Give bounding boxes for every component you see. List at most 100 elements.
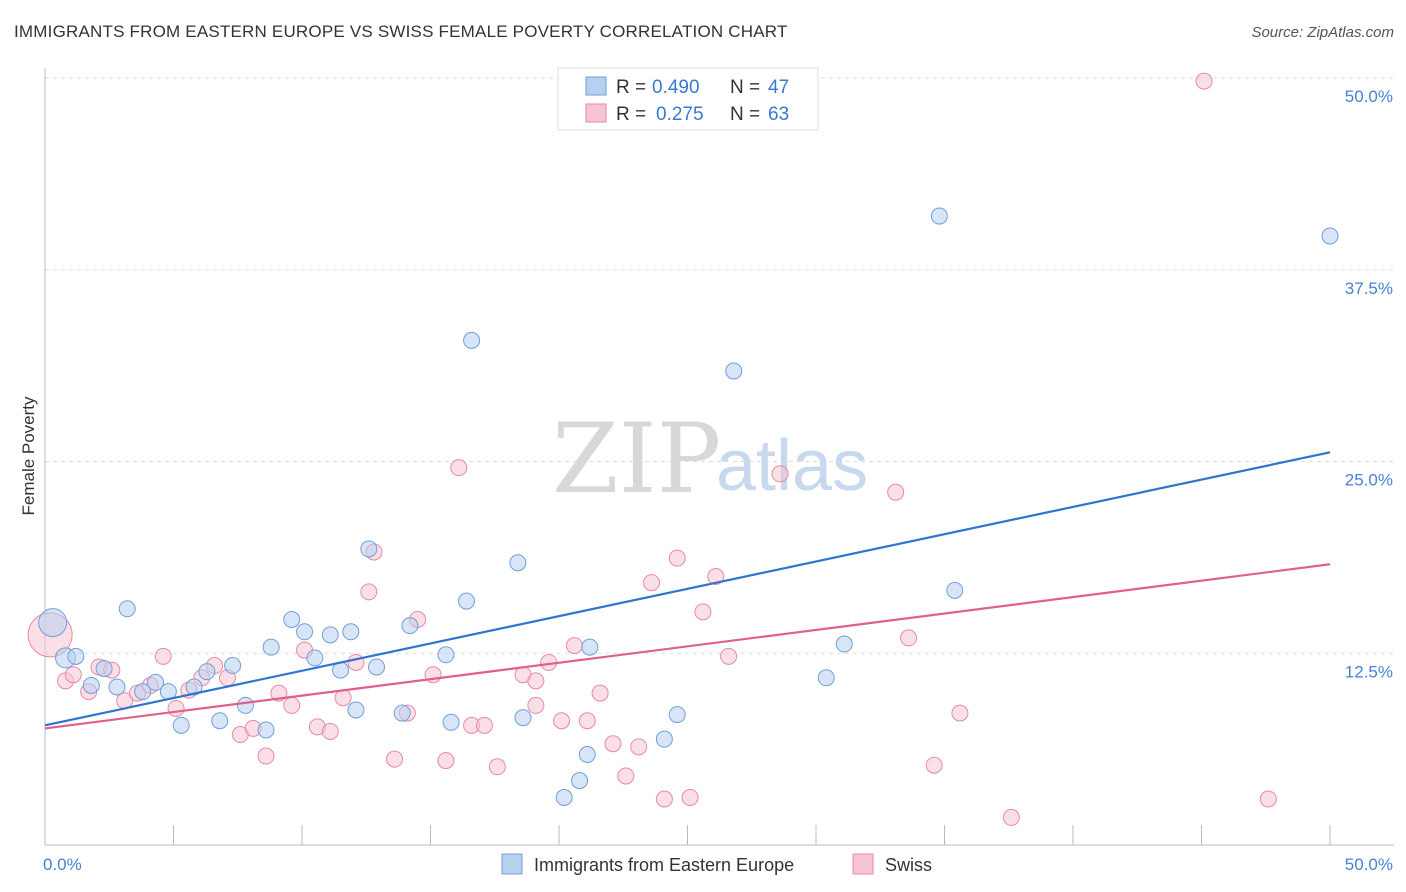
swiss-point: [64, 666, 82, 684]
swiss-point: [720, 647, 738, 665]
legend-n-value-pink: 63: [768, 104, 789, 125]
eastern-europe-point: [118, 600, 136, 618]
eastern-europe-point: [581, 638, 599, 656]
series-legend-swatch-blue: [501, 853, 523, 875]
swiss-point: [527, 696, 545, 714]
swiss-point: [630, 738, 648, 756]
swiss-point: [1195, 72, 1213, 90]
eastern-europe-point: [437, 646, 455, 664]
swiss-point: [154, 647, 172, 665]
y-axis-label: Female Poverty: [19, 396, 38, 516]
eastern-europe-point: [38, 608, 68, 638]
legend-swatch-pink: [585, 103, 607, 123]
eastern-europe-point: [236, 696, 254, 714]
eastern-europe-point: [514, 709, 532, 727]
y-tick-label: 37.5%: [1345, 279, 1393, 298]
y-tick-labels: 12.5% 25.0% 37.5% 50.0%: [1345, 87, 1393, 681]
swiss-point: [257, 747, 275, 765]
eastern-europe-point: [95, 660, 113, 678]
y-tick-label: 25.0%: [1345, 471, 1393, 490]
swiss-point: [707, 568, 725, 586]
eastern-europe-point: [835, 635, 853, 653]
swiss-point: [900, 629, 918, 647]
swiss-point: [475, 716, 493, 734]
eastern-europe-trend-line: [44, 451, 1331, 727]
legend-r-value-pink: 0.275: [656, 104, 704, 125]
swiss-point: [360, 583, 378, 601]
swiss-point: [565, 637, 583, 655]
eastern-europe-point: [401, 617, 419, 635]
eastern-europe-point: [1321, 227, 1339, 245]
eastern-europe-point: [555, 788, 573, 806]
eastern-europe-point: [668, 706, 686, 724]
swiss-point: [591, 684, 609, 702]
eastern-europe-point: [262, 638, 280, 656]
swiss-point: [694, 603, 712, 621]
eastern-europe-point: [571, 772, 589, 790]
source-label: Source: ZipAtlas.com: [1251, 24, 1394, 41]
watermark: ZIP atlas: [552, 403, 868, 515]
y-tick-label: 50.0%: [1345, 87, 1393, 106]
legend-r-value-blue: 0.490: [652, 77, 700, 98]
eastern-europe-point: [134, 683, 152, 701]
watermark-atlas: atlas: [716, 426, 868, 506]
eastern-europe-point: [185, 678, 203, 696]
x-tick-labels: 0.0% 50.0%: [43, 855, 1393, 874]
swiss-point: [617, 767, 635, 785]
eastern-europe-point: [368, 658, 386, 676]
eastern-europe-point: [321, 626, 339, 644]
swiss-point: [386, 750, 404, 768]
stats-legend: R = 0.490 N = 47 R = 0.275 N = 63: [557, 67, 819, 131]
swiss-point: [167, 699, 185, 717]
eastern-europe-point: [457, 592, 475, 610]
legend-n-label-pink: N =: [730, 104, 760, 125]
swiss-point: [283, 696, 301, 714]
series-legend-swatch-pink: [852, 853, 874, 875]
eastern-europe-point: [393, 704, 411, 722]
swiss-point: [437, 752, 455, 770]
swiss-point: [450, 459, 468, 477]
swiss-point: [925, 756, 943, 774]
swiss-point: [553, 712, 571, 730]
eastern-europe-point: [360, 540, 378, 558]
eastern-europe-point: [296, 623, 314, 641]
eastern-europe-point: [463, 331, 481, 349]
legend-n-value-blue: 47: [768, 77, 789, 98]
eastern-europe-point: [725, 362, 743, 380]
series-legend-label-blue: Immigrants from Eastern Europe: [534, 855, 794, 875]
swiss-point: [668, 549, 686, 567]
swiss-point: [887, 483, 905, 501]
swiss-point: [771, 465, 789, 483]
watermark-zip: ZIP: [552, 403, 721, 515]
chart-title: IMMIGRANTS FROM EASTERN EUROPE VS SWISS …: [14, 22, 788, 41]
swiss-trend-line: [44, 563, 1331, 730]
eastern-europe-point: [946, 581, 964, 599]
legend-swatch-blue: [585, 76, 607, 96]
eastern-europe-point: [82, 676, 100, 694]
eastern-europe-point: [442, 713, 460, 731]
eastern-europe-point: [655, 730, 673, 748]
eastern-europe-point: [172, 716, 190, 734]
eastern-europe-point: [306, 649, 324, 667]
eastern-europe-point: [211, 712, 229, 730]
axes: [44, 68, 1394, 846]
swiss-point: [527, 672, 545, 690]
legend-n-label-blue: N =: [730, 77, 760, 98]
swiss-point: [578, 712, 596, 730]
eastern-europe-point: [67, 647, 85, 665]
trend-lines: [44, 451, 1331, 730]
series-legend: Immigrants from Eastern Europe Swiss: [501, 853, 932, 875]
y-tick-label: 12.5%: [1345, 662, 1393, 681]
eastern-europe-point: [224, 657, 242, 675]
swiss-point: [604, 735, 622, 753]
legend-r-label-blue: R =: [616, 77, 646, 98]
swiss-point: [488, 758, 506, 776]
eastern-europe-point: [108, 678, 126, 696]
swiss-point: [681, 788, 699, 806]
swiss-point: [643, 574, 661, 592]
x-tick-label: 0.0%: [43, 855, 82, 874]
grid-lines: [45, 77, 1394, 654]
series-legend-label-pink: Swiss: [885, 855, 932, 875]
eastern-europe-point: [578, 745, 596, 763]
